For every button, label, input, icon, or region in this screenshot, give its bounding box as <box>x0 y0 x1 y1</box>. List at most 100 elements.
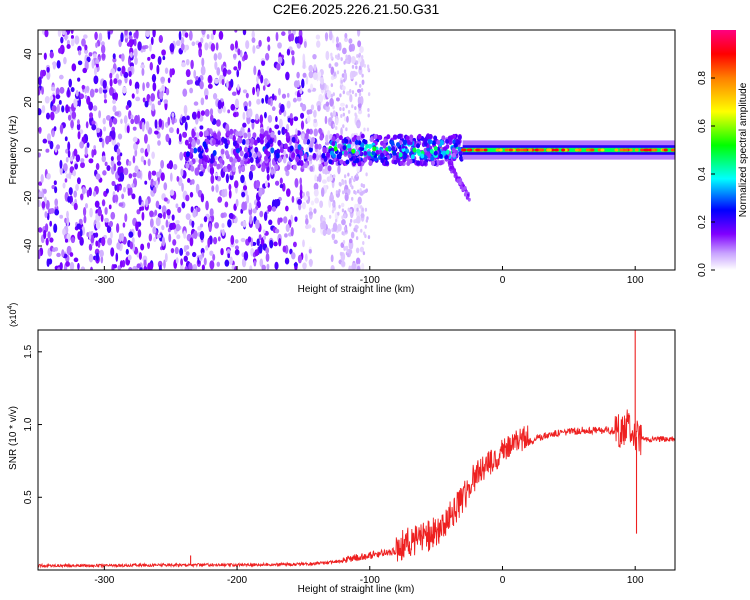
spectral-cell <box>341 181 345 186</box>
spectral-cell <box>106 165 111 172</box>
spectral-cell <box>357 196 362 205</box>
spectral-cell <box>273 241 278 247</box>
spectral-cell <box>230 103 236 111</box>
colorbar-tick-label: 0.0 <box>697 263 708 277</box>
spectral-cell <box>367 113 370 118</box>
spectral-cell <box>198 50 202 57</box>
spectral-cell <box>350 231 355 239</box>
spectral-cell <box>170 248 175 254</box>
spectral-cell <box>361 207 364 212</box>
spectral-cell <box>347 172 350 177</box>
spectral-cell <box>266 36 271 43</box>
spectral-cell <box>167 116 171 126</box>
spectral-cell <box>212 132 217 139</box>
spectral-cell <box>68 187 73 196</box>
spectral-cell <box>433 135 438 141</box>
spectral-cell <box>95 59 100 64</box>
spectral-cell <box>343 150 348 156</box>
spectral-cell <box>329 97 334 107</box>
spectral-cell <box>310 83 314 91</box>
spectral-cell <box>256 87 260 97</box>
spectrogram-y-axis: -40 -20 0 20 40 <box>23 48 42 253</box>
spectral-cell <box>144 100 149 108</box>
spectral-cell <box>68 78 72 88</box>
spectral-cell <box>321 179 327 184</box>
spectral-cell <box>341 215 344 220</box>
spectral-cell <box>291 50 295 56</box>
spectral-cell <box>82 207 87 217</box>
spectral-cell <box>157 100 162 106</box>
spectral-cell <box>308 64 314 73</box>
spectral-cell <box>398 152 403 158</box>
spectral-cell <box>240 174 245 184</box>
spectral-cell <box>67 114 72 121</box>
spectral-cell <box>171 115 175 125</box>
spectral-cell <box>351 137 356 143</box>
spectral-cell <box>227 219 232 228</box>
spectral-cell <box>345 159 350 165</box>
spectral-cell <box>428 134 433 140</box>
spectral-cell <box>185 162 190 169</box>
spectral-cell <box>319 214 324 224</box>
spectral-cell <box>217 99 222 110</box>
spectral-cell <box>259 210 264 218</box>
spectral-cell <box>387 146 392 152</box>
spectral-cell <box>84 94 88 99</box>
spectral-cell <box>240 237 246 243</box>
spectral-cell <box>206 34 210 40</box>
spectral-cell <box>143 265 148 270</box>
spectral-cell <box>95 221 101 230</box>
spectral-cell <box>350 56 356 64</box>
spectral-cell <box>312 72 318 80</box>
spectral-cell <box>410 154 415 160</box>
spectral-cell <box>248 170 254 181</box>
spectral-cell <box>70 30 74 34</box>
spectral-cell <box>143 133 148 144</box>
spectral-cell <box>50 111 55 121</box>
spectral-cell <box>346 115 349 123</box>
spectral-cell <box>318 165 323 172</box>
spectral-cell <box>308 71 314 79</box>
spectral-cell <box>330 66 335 76</box>
spectral-cell <box>143 259 147 268</box>
spectral-cell <box>101 53 106 59</box>
spectral-cell <box>241 201 247 211</box>
spectral-cell <box>330 52 333 57</box>
spectral-cell <box>53 223 58 234</box>
spectral-cell <box>73 98 78 108</box>
spectral-cell <box>121 193 125 200</box>
spectral-cell <box>271 206 277 212</box>
spectral-cell <box>220 212 225 219</box>
spectral-cell <box>116 160 122 166</box>
spectral-cell <box>297 198 302 205</box>
spectral-cell <box>224 142 229 149</box>
spectral-cell <box>327 165 332 172</box>
spectral-cell <box>402 139 407 145</box>
spectral-cell <box>114 194 119 203</box>
spectral-cell <box>330 93 334 98</box>
spectral-cell <box>234 98 239 109</box>
spectral-cell <box>504 148 509 152</box>
spectral-cell <box>211 185 215 192</box>
spectral-cell <box>267 182 270 188</box>
spectral-cell <box>204 109 210 117</box>
spectral-cell <box>342 107 345 112</box>
spectral-cell <box>325 50 330 61</box>
spectral-cell <box>298 35 303 45</box>
spectral-cell <box>102 170 107 176</box>
spectral-cell <box>448 161 452 166</box>
spectral-cell <box>218 157 223 164</box>
spectral-cell <box>597 148 602 152</box>
spectral-cell <box>270 147 275 154</box>
spectral-cell <box>362 251 366 256</box>
snr-x-axis: -300 -200 -100 0 100 <box>94 566 644 586</box>
spectral-cell <box>140 64 146 69</box>
spectral-cell <box>277 130 281 135</box>
spectral-cell <box>132 155 136 164</box>
spectral-cell <box>355 65 358 70</box>
spectral-cell <box>349 208 353 213</box>
spectral-cell <box>149 61 153 71</box>
spectral-cell <box>161 49 166 56</box>
spectral-cell <box>264 180 268 188</box>
spectral-cell <box>283 143 288 150</box>
